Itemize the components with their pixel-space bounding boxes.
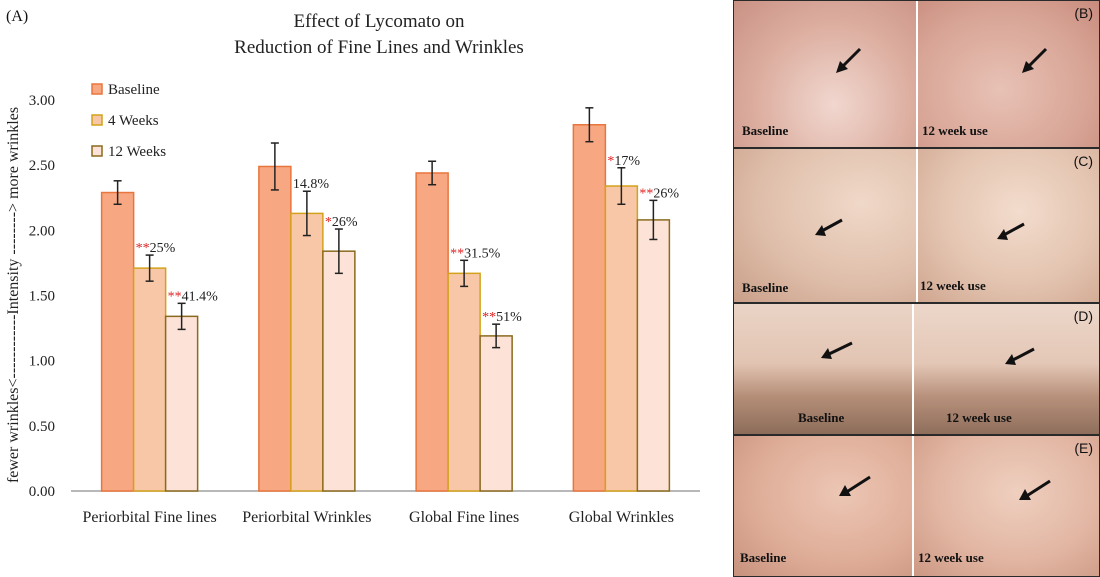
bar — [322, 250, 356, 492]
arrow-icon — [997, 222, 1025, 240]
arrow-icon — [815, 218, 843, 236]
arrow-icon — [836, 47, 862, 73]
chart-panel-label: (A) — [6, 8, 28, 25]
legend-label: Baseline — [108, 82, 160, 98]
photo-b-left-caption: Baseline — [742, 123, 789, 138]
x-tick-label: Global Wrinkles — [569, 509, 674, 526]
y-tick-label: 3.00 — [29, 93, 55, 109]
y-tick-label: 2.50 — [29, 158, 55, 174]
bar — [258, 165, 292, 492]
legend-swatch — [91, 145, 103, 157]
bar — [415, 172, 449, 492]
photo-d-baseline — [734, 304, 914, 434]
bar — [447, 272, 481, 492]
photo-c-12week — [918, 149, 1099, 302]
bar — [636, 219, 671, 492]
y-tick-label: 1.00 — [29, 354, 55, 370]
percent-change: 51% — [496, 310, 522, 325]
x-tick-label: Periorbital Wrinkles — [242, 509, 371, 526]
percent-change: 26% — [653, 186, 679, 201]
y-axis-label: fewer wrinkles<------------Intensity ---… — [5, 107, 22, 483]
photo-panel-c: Baseline 12 week use (C) — [733, 148, 1100, 303]
y-tick-label: 2.00 — [29, 223, 55, 239]
photo-e-left-caption: Baseline — [740, 550, 787, 565]
data-label: *17% — [607, 154, 640, 169]
bar — [479, 335, 513, 492]
data-label: **26% — [639, 186, 679, 201]
data-label: **41.4% — [168, 289, 219, 304]
photo-d-12week — [914, 304, 1099, 434]
bar — [100, 191, 135, 492]
percent-change: 25% — [150, 241, 176, 256]
y-tick-label: 0.50 — [29, 419, 55, 435]
y-tick-label: 1.50 — [29, 289, 55, 305]
photo-d-left-caption: Baseline — [798, 410, 845, 425]
x-tick-label: Global Fine lines — [409, 509, 519, 526]
legend-label: 4 Weeks — [108, 113, 159, 129]
legend-label: 12 Weeks — [108, 144, 166, 160]
significance-stars: ** — [168, 289, 182, 304]
y-tick-label: 0.00 — [29, 484, 55, 500]
bar — [132, 267, 167, 492]
percent-change: 14.8% — [293, 177, 330, 192]
photo-d-right-caption: 12 week use — [946, 410, 1012, 425]
photo-e-12week — [914, 436, 1099, 576]
photo-b-label: (B) — [1074, 5, 1093, 21]
arrow-icon — [839, 475, 871, 496]
bar — [604, 185, 639, 492]
bar — [164, 315, 199, 492]
percent-change: 31.5% — [464, 246, 501, 261]
percent-change: 41.4% — [182, 289, 219, 304]
data-label: 14.8% — [293, 177, 330, 192]
photo-d-label: (D) — [1073, 308, 1093, 324]
significance-stars: * — [325, 215, 332, 230]
data-label: **31.5% — [450, 246, 501, 261]
legend-swatch — [91, 83, 103, 95]
photo-c-label: (C) — [1073, 153, 1093, 169]
data-label: *26% — [325, 215, 358, 230]
photo-panel-d: Baseline 12 week use (D) — [733, 303, 1100, 435]
photo-panel-b: Baseline 12 week use (B) — [733, 0, 1100, 148]
arrow-icon — [1022, 47, 1048, 73]
bar — [572, 124, 607, 492]
photo-c-right-caption: 12 week use — [920, 278, 986, 293]
photo-e-right-caption: 12 week use — [918, 550, 984, 565]
photo-c-baseline — [734, 149, 918, 302]
chart-title-line-2: Reduction of Fine Lines and Wrinkles — [234, 37, 524, 58]
percent-change: 26% — [332, 215, 358, 230]
data-label: **51% — [482, 310, 522, 325]
significance-stars: ** — [450, 246, 464, 261]
photo-e-label: (E) — [1074, 440, 1093, 456]
photo-c-left-caption: Baseline — [742, 280, 789, 295]
bar-chart: (A) Effect of Lycomato on Reduction of Fin… — [5, 8, 700, 526]
significance-stars: ** — [482, 310, 496, 325]
photo-b-baseline — [734, 1, 918, 147]
x-tick-label: Periorbital Fine lines — [83, 509, 217, 526]
photo-panel-e: Baseline 12 week use (E) — [733, 435, 1100, 577]
arrow-icon — [821, 341, 853, 359]
percent-change: 17% — [614, 154, 640, 169]
arrow-icon — [1005, 347, 1035, 365]
chart-title-line-1: Effect of Lycomato on — [293, 11, 465, 32]
legend-swatch — [91, 114, 103, 126]
arrow-icon — [1019, 479, 1051, 500]
significance-stars: * — [607, 154, 614, 169]
photo-e-baseline — [734, 436, 914, 576]
significance-stars: ** — [639, 186, 653, 201]
photo-b-12week — [918, 1, 1099, 147]
bar — [290, 212, 324, 492]
significance-stars: ** — [136, 241, 150, 256]
data-label: **25% — [136, 241, 176, 256]
photo-b-right-caption: 12 week use — [922, 123, 988, 138]
